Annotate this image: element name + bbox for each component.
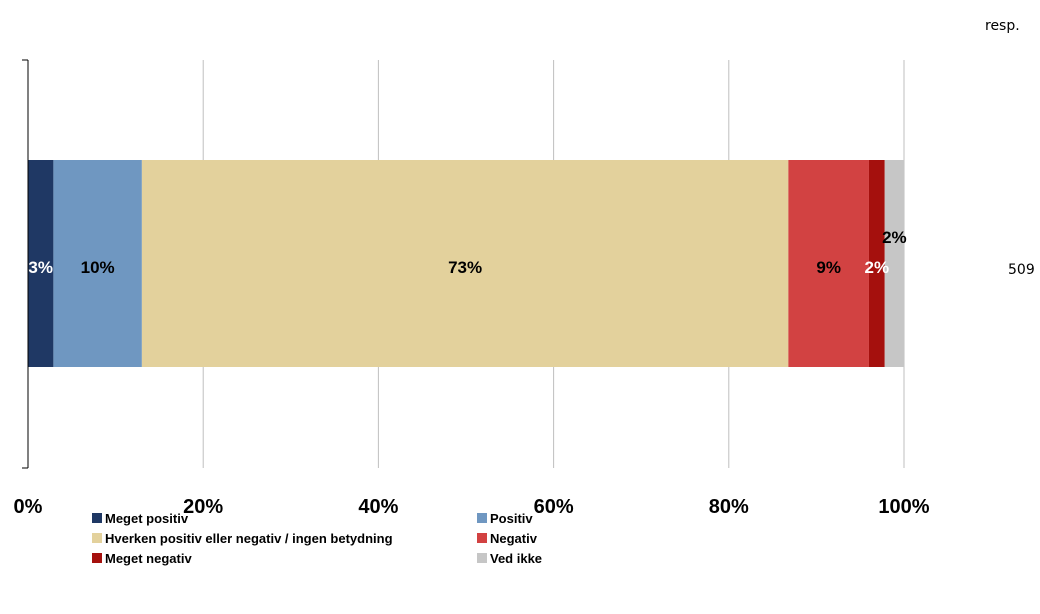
legend-label: Ved ikke xyxy=(490,551,542,566)
data-label: 10% xyxy=(81,258,115,277)
bar-segment xyxy=(28,160,54,367)
data-label: 73% xyxy=(448,258,482,277)
legend-swatch xyxy=(92,513,102,523)
x-tick-label: 40% xyxy=(358,496,398,518)
legend-swatch xyxy=(92,533,102,543)
data-label: 2% xyxy=(882,228,907,247)
axis xyxy=(22,59,29,469)
data-label: 2% xyxy=(865,258,890,277)
legend-label: Positiv xyxy=(490,511,533,526)
respondents-count: 509 xyxy=(1008,262,1035,278)
legend-swatch xyxy=(92,553,102,563)
bar-segment xyxy=(884,160,904,367)
data-label: 9% xyxy=(816,258,841,277)
bar-segment xyxy=(868,160,885,367)
legend-label: Hverken positiv eller negativ / ingen be… xyxy=(105,531,393,546)
x-tick-label: 60% xyxy=(534,496,574,518)
respondents-label: resp. xyxy=(985,18,1020,34)
bar-segment xyxy=(788,160,869,367)
legend-swatch xyxy=(477,533,487,543)
legend-swatch xyxy=(477,553,487,563)
x-tick-label: 80% xyxy=(709,496,749,518)
bar-segments xyxy=(28,160,904,367)
data-labels: 3% 10% 73% 9% 2% 2% xyxy=(28,228,906,277)
bar-segment xyxy=(53,160,142,367)
x-tick-labels: 0% 20% 40% 60% 80% 100% xyxy=(14,496,930,518)
legend-label: Negativ xyxy=(490,531,538,546)
legend: Meget positiv Positiv Hverken positiv elle… xyxy=(92,511,542,566)
legend-label: Meget positiv xyxy=(105,511,189,526)
x-tick-label: 20% xyxy=(183,496,223,518)
legend-swatch xyxy=(477,513,487,523)
data-label: 3% xyxy=(28,258,53,277)
x-tick-label: 0% xyxy=(14,496,43,518)
x-tick-label: 100% xyxy=(878,496,929,518)
bar-segment xyxy=(141,160,789,367)
legend-label: Meget negativ xyxy=(105,551,192,566)
